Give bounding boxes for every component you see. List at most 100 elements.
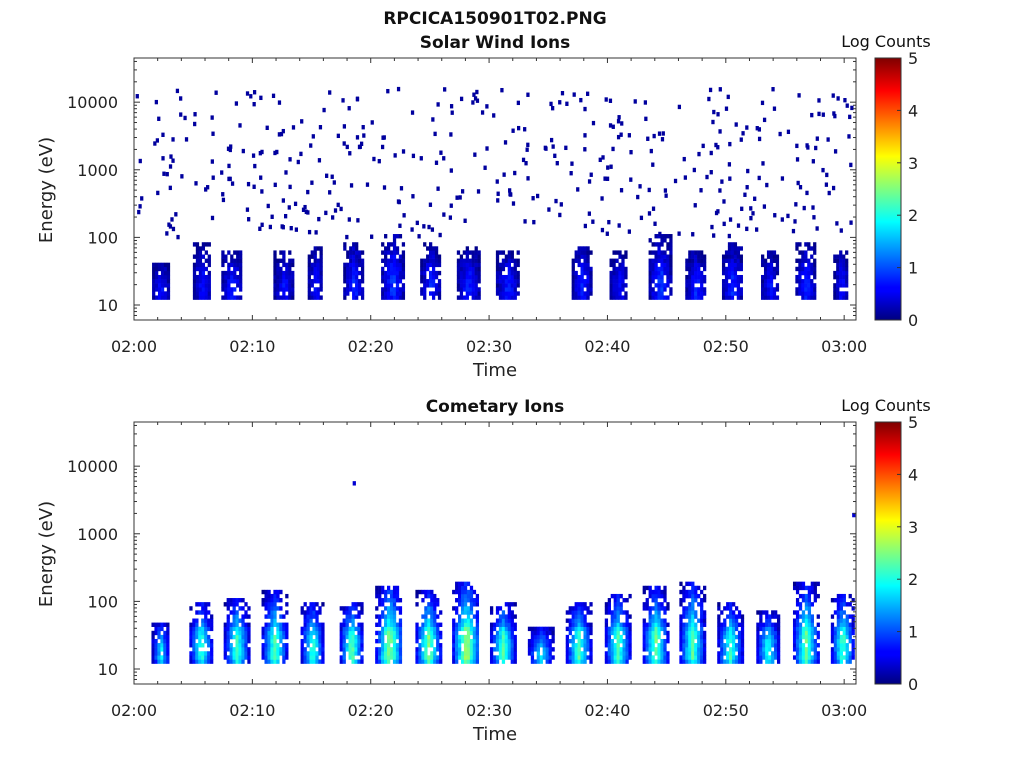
heatmap-cell — [510, 651, 514, 656]
heatmap-cell — [611, 124, 615, 129]
heatmap-cell — [700, 250, 704, 255]
heatmap-cell — [607, 626, 611, 632]
heatmap-cell — [395, 626, 400, 632]
heatmap-cell — [354, 638, 358, 644]
heatmap-cell — [485, 146, 489, 151]
heatmap-cell — [613, 655, 617, 660]
heatmap-cell — [759, 643, 763, 648]
heatmap-cell — [776, 638, 781, 644]
heatmap-cell — [727, 233, 731, 239]
heatmap-cell — [651, 258, 655, 263]
heatmap-cell — [669, 287, 673, 292]
heatmap-cell — [533, 638, 538, 644]
heatmap-cell — [804, 651, 809, 656]
heatmap-cell — [625, 622, 629, 627]
heatmap-cell — [270, 655, 274, 660]
heatmap-cell — [513, 262, 517, 268]
heatmap-cell — [574, 647, 578, 652]
heatmap-cell — [395, 246, 400, 251]
heatmap-cell — [798, 659, 803, 664]
heatmap-cell — [510, 610, 514, 615]
heatmap-cell — [285, 643, 289, 648]
heatmap-cell — [489, 659, 494, 664]
heatmap-cell — [223, 630, 227, 636]
heatmap-cell — [642, 655, 646, 660]
heatmap-cell — [398, 618, 403, 623]
heatmap-cell — [554, 198, 558, 204]
heatmap-cell — [691, 655, 695, 660]
heatmap-cell — [536, 626, 540, 632]
heatmap-cell — [384, 262, 388, 268]
heatmap-cell — [654, 234, 658, 239]
heatmap-cell — [195, 246, 200, 251]
heatmap-cell — [701, 143, 705, 149]
heatmap-cell — [474, 250, 478, 255]
heatmap-cell — [691, 295, 695, 300]
heatmap-cell — [395, 274, 400, 280]
heatmap-cell — [492, 622, 497, 627]
heatmap-cell — [171, 158, 175, 163]
heatmap-cell — [267, 614, 271, 619]
heatmap-cell — [816, 581, 820, 587]
heatmap-cell — [624, 266, 628, 272]
heatmap-cell — [654, 651, 658, 656]
heatmap-cell — [345, 643, 349, 648]
heatmap-cell — [801, 291, 805, 296]
heatmap-cell — [351, 638, 355, 644]
heatmap-cell — [201, 626, 205, 632]
heatmap-cell — [839, 622, 843, 627]
heatmap-cell — [352, 291, 356, 296]
heatmap-cell — [669, 279, 673, 284]
heatmap-cell — [833, 626, 838, 632]
heatmap-cell — [642, 622, 646, 627]
heatmap-cell — [830, 655, 835, 660]
heatmap-cell — [510, 602, 514, 607]
heatmap-cell — [586, 643, 590, 648]
heatmap-cell — [384, 589, 388, 595]
heatmap-cell — [583, 655, 587, 660]
heatmap-cell — [315, 610, 319, 615]
heatmap-cell — [580, 287, 584, 292]
heatmap-cell — [458, 647, 462, 652]
heatmap-cell — [666, 655, 670, 660]
heatmap-cell — [346, 266, 350, 272]
heatmap-cell — [830, 638, 835, 644]
heatmap-cell — [233, 258, 237, 263]
heatmap-cell — [236, 266, 240, 272]
heatmap-cell — [642, 634, 646, 640]
heatmap-cell — [769, 254, 774, 259]
heatmap-cell — [804, 647, 809, 652]
heatmap-cell — [232, 634, 236, 640]
heatmap-cell — [810, 602, 814, 607]
heatmap-cell — [401, 262, 406, 268]
heatmap-cell — [229, 655, 233, 660]
heatmap-cell — [660, 618, 664, 623]
heatmap-cell — [703, 614, 707, 619]
heatmap-cell — [198, 287, 203, 292]
heatmap-cell — [427, 610, 431, 615]
heatmap-cell — [577, 295, 581, 300]
heatmap-cell — [648, 626, 652, 632]
heatmap-cell — [472, 614, 477, 619]
heatmap-cell — [712, 233, 716, 238]
heatmap-cell — [466, 581, 471, 587]
heatmap-cell — [210, 647, 214, 652]
heatmap-cell — [810, 626, 814, 632]
heatmap-cell — [648, 283, 652, 288]
heatmap-cell — [798, 270, 802, 276]
heatmap-cell — [836, 659, 841, 664]
heatmap-cell — [577, 634, 581, 640]
heatmap-cell — [495, 283, 500, 288]
heatmap-cell — [536, 647, 540, 652]
heatmap-cell — [839, 291, 843, 296]
heatmap-cell — [319, 279, 323, 284]
heatmap-cell — [548, 651, 552, 656]
heatmap-cell — [610, 643, 614, 648]
heatmap-cell — [657, 258, 661, 263]
heatmap-cell — [660, 593, 664, 599]
heatmap-cell — [810, 655, 814, 660]
heatmap-cell — [657, 131, 662, 136]
heatmap-cell — [775, 295, 780, 300]
heatmap-cell — [291, 125, 296, 130]
heatmap-cell — [795, 630, 800, 636]
